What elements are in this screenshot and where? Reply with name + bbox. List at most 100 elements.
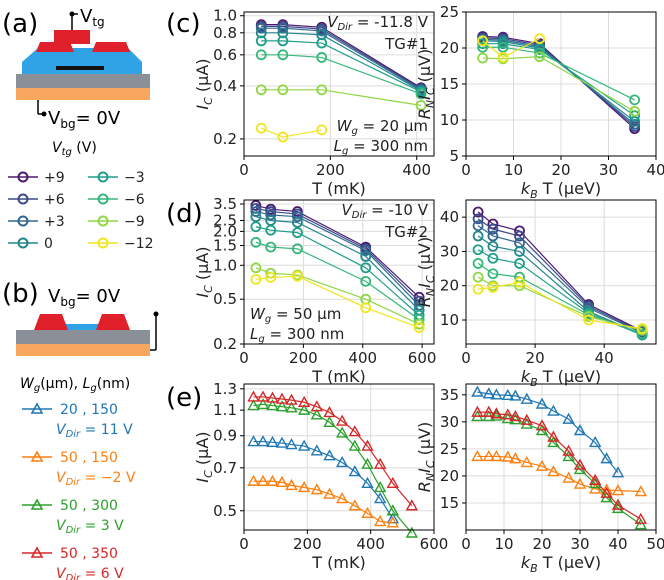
- series-line: [482, 40, 635, 122]
- x-axis-label: kB T (μeV): [521, 553, 601, 575]
- data-point: [514, 230, 525, 242]
- data-point: [600, 486, 613, 498]
- data-point: [250, 273, 262, 285]
- data-point: [482, 387, 495, 399]
- y-axis-label: IC (μA): [193, 246, 215, 297]
- data-point: [386, 516, 400, 528]
- data-point: [292, 227, 303, 239]
- data-point: [415, 99, 427, 111]
- data-point: [255, 49, 267, 61]
- x-tick-label: 200: [293, 535, 322, 553]
- data-point: [335, 414, 349, 426]
- x-tick-label: 20: [526, 349, 545, 367]
- data-point: [471, 450, 484, 462]
- data-point: [348, 439, 362, 451]
- data-point: [247, 435, 260, 447]
- data-point: [415, 88, 427, 100]
- series-line: [261, 32, 422, 92]
- y-tick-label: 20: [440, 39, 459, 57]
- x-tick-label: 400: [356, 535, 385, 553]
- series-line: [253, 396, 413, 507]
- data-point: [514, 258, 525, 269]
- legend-vtg-marker: [17, 171, 29, 183]
- data-point: [256, 435, 270, 447]
- legend-wl-vdir: VDir = 3 V: [56, 518, 124, 536]
- x-tick-label: 10: [494, 535, 513, 553]
- legend-wl: Wg(μm), Lg(nm) 20 , 150 VDir = 11 V 50 , 1…: [20, 376, 136, 580]
- y-tick-label: 10: [440, 311, 459, 329]
- legend-vtg-marker: [97, 237, 109, 249]
- series-line: [253, 403, 413, 534]
- data-point: [360, 250, 372, 262]
- y-tick-label: 30: [440, 242, 459, 260]
- data-point: [501, 412, 514, 424]
- data-point: [266, 399, 279, 411]
- legend-vtg-label: −9: [124, 214, 145, 230]
- x-tick-label: 20: [551, 161, 570, 179]
- series-line: [482, 38, 540, 59]
- legend-wl-vdir: VDir = 11 V: [56, 422, 133, 440]
- y-tick-label: 25: [440, 3, 459, 21]
- data-point: [471, 385, 484, 397]
- x-tick-label: 0: [239, 161, 249, 179]
- series-line: [253, 440, 394, 519]
- data-point: [373, 481, 387, 493]
- vtg-label: Vtg: [80, 6, 105, 29]
- data-point: [335, 456, 349, 468]
- data-point: [501, 450, 514, 462]
- red-contact-right-b: [96, 314, 130, 330]
- data-point: [562, 412, 575, 424]
- data-point: [482, 450, 495, 462]
- series-line: [477, 276, 643, 331]
- legend-vtg-entry: −12: [88, 236, 154, 252]
- x-tick-label: 50: [646, 535, 664, 553]
- y-tick-label: 1.5: [213, 236, 237, 254]
- data-point: [573, 424, 587, 436]
- data-point: [316, 84, 328, 96]
- data-point: [520, 417, 533, 429]
- legend-vtg-label: +6: [44, 192, 65, 208]
- x-axis-label: kB T (μeV): [521, 179, 601, 201]
- data-point: [583, 311, 595, 322]
- data-point: [373, 457, 387, 469]
- y-tick-label: 0.9: [213, 427, 237, 445]
- data-point: [535, 459, 549, 471]
- red-contact-left-b: [34, 314, 68, 330]
- y-tick-label: 1.0: [213, 256, 237, 274]
- data-point: [562, 450, 575, 462]
- data-point: [472, 283, 484, 295]
- data-point: [316, 37, 328, 49]
- data-point: [490, 407, 503, 419]
- data-point: [250, 211, 262, 223]
- data-point: [487, 240, 499, 252]
- data-point: [323, 415, 336, 427]
- legend-wl-entry: 50 , 150 VDir = −2 V: [22, 450, 136, 488]
- legend-vtg-entry: −3: [88, 170, 145, 186]
- data-point: [634, 485, 647, 497]
- series-line: [261, 89, 422, 106]
- legend-vtg-label: −3: [124, 170, 145, 186]
- data-point: [487, 252, 499, 264]
- y-tick-label: 1.0: [213, 7, 237, 25]
- panel-letter-d: (d): [166, 199, 203, 229]
- x-tick-label: 30: [599, 161, 618, 179]
- legend-wl-size: 20 , 150: [60, 402, 118, 418]
- x-axis-label: T (mK): [311, 553, 365, 572]
- y-tick-label: 0.6: [213, 46, 237, 64]
- data-point: [534, 51, 546, 63]
- x-tick-label: 200: [316, 161, 345, 179]
- data-point: [275, 400, 289, 412]
- data-point: [250, 236, 262, 248]
- data-point: [297, 439, 311, 451]
- y-axis-label: RNIC (μV): [415, 237, 437, 307]
- data-point: [277, 131, 289, 143]
- legend-vtg-label: 0: [44, 236, 53, 252]
- data-point: [255, 84, 267, 96]
- data-point: [487, 223, 499, 235]
- data-point: [373, 492, 387, 504]
- data-point: [297, 395, 311, 407]
- data-point: [265, 272, 277, 283]
- data-point: [520, 455, 533, 468]
